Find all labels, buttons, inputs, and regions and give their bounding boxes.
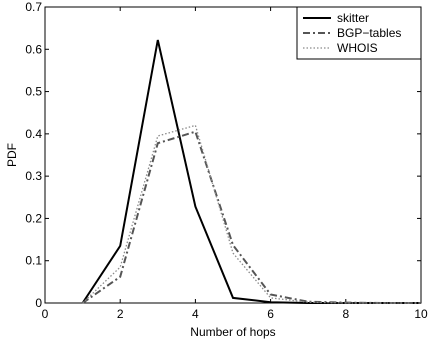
legend-entry-2: WHOIS [337,41,378,55]
y-tick-label: 0.2 [25,211,42,225]
x-tick-label: 2 [117,307,124,321]
x-tick-label: 6 [267,307,274,321]
legend-entry-1: BGP−tables [337,26,401,40]
series-line-1 [82,130,421,304]
y-tick-label: 0.3 [25,169,42,183]
y-tick-label: 0.1 [25,254,42,268]
x-tick-label: 4 [192,307,199,321]
series-line-2 [82,124,421,304]
axis-tick-labels: 0 2 4 6 8 10 0 0.1 0.2 0.3 0.4 0.5 0.6 0.7 [25,0,428,321]
y-axis-label: PDF [5,143,19,167]
x-tick-label: 0 [42,307,49,321]
x-axis-label: Number of hops [190,325,275,339]
y-tick-label: 0.5 [25,85,42,99]
series-lines [81,39,421,304]
y-tick-label: 0 [35,296,42,310]
y-tick-label: 0.7 [25,0,42,14]
y-tick-label: 0.4 [25,127,42,141]
legend-box [296,6,422,60]
x-tick-label: 8 [342,307,349,321]
y-tick-label: 0.6 [25,42,42,56]
legend-entry-0: skitter [337,11,369,25]
x-tick-label: 10 [414,307,428,321]
